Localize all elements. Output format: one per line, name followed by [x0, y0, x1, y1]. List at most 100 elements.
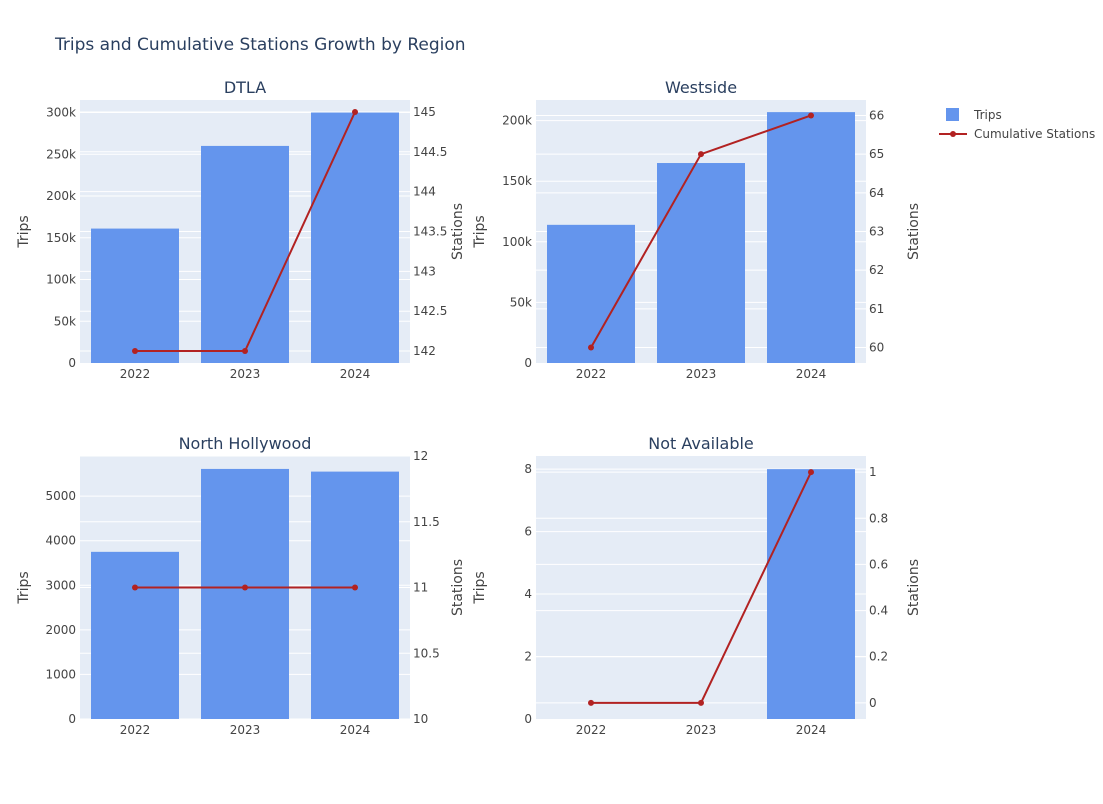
y2-tick-label: 0.2	[869, 650, 888, 664]
y2-tick-label: 11	[413, 581, 428, 595]
y-tick-label: 0	[68, 712, 76, 726]
legend-trips-swatch	[946, 108, 959, 121]
y2-tick-label: 60	[869, 341, 884, 355]
x-tick-label: 2022	[120, 723, 151, 737]
y-tick-label: 6	[524, 525, 532, 539]
y2-tick-label: 143.5	[413, 225, 447, 239]
y2-tick-label: 144	[413, 185, 436, 199]
bar	[201, 145, 289, 363]
legend[interactable]: Trips Cumulative Stations	[939, 108, 1095, 141]
legend-trips-label: Trips	[973, 108, 1002, 122]
y2-tick-label: 1	[869, 465, 877, 479]
y2-tick-label: 144.5	[413, 145, 447, 159]
y-tick-label: 1000	[45, 667, 76, 681]
y2-tick-label: 10	[413, 712, 428, 726]
x-tick-label: 2023	[686, 723, 717, 737]
subplot-4: 0 2 4 6 8 0 0.2 0.4 0.6 0.8 1 2022 2023 2024 Not Avail…	[472, 434, 922, 737]
y2-tick-label: 0.8	[869, 511, 888, 525]
y2-axis-title: Stations	[906, 559, 922, 616]
y2-tick-label: 145	[413, 105, 436, 119]
y-tick-label: 300k	[46, 106, 76, 120]
stations-marker	[588, 699, 594, 706]
y2-tick-label: 0.4	[869, 604, 888, 618]
stations-marker	[808, 469, 814, 476]
y-tick-label: 100k	[46, 273, 76, 287]
y-axis-title: Trips	[16, 571, 32, 604]
y-tick-label: 200k	[46, 189, 76, 203]
y2-tick-label: 12	[413, 449, 428, 463]
x-tick-label: 2023	[230, 367, 261, 381]
y2-tick-label: 64	[869, 186, 884, 200]
y2-tick-label: 142.5	[413, 304, 447, 318]
y-tick-label: 0	[68, 356, 76, 370]
y-tick-label: 150k	[502, 174, 532, 188]
bar	[767, 469, 855, 719]
stations-marker	[242, 348, 248, 355]
x-tick-label: 2022	[576, 723, 607, 737]
x-tick-label: 2024	[340, 367, 371, 381]
y2-tick-label: 63	[869, 225, 884, 239]
x-tick-label: 2024	[340, 723, 371, 737]
x-tick-label: 2023	[686, 367, 717, 381]
y2-tick-label: 0.6	[869, 557, 888, 571]
y-tick-label: 4000	[45, 534, 76, 548]
stations-marker	[698, 151, 704, 158]
chart-title: Trips and Cumulative Stations Growth by …	[54, 35, 466, 55]
bar	[547, 224, 635, 363]
stations-marker	[808, 112, 814, 119]
y2-tick-label: 0	[869, 696, 877, 710]
stations-marker	[352, 584, 358, 591]
y2-tick-label: 62	[869, 263, 884, 277]
x-tick-label: 2024	[796, 723, 827, 737]
y2-tick-label: 10.5	[413, 646, 440, 660]
stations-marker	[242, 584, 248, 591]
stations-marker	[132, 584, 138, 591]
subplots: 050k100k150k200k250k300k142142.5143143.5…	[16, 78, 922, 737]
bar	[91, 551, 179, 719]
y-axis-title: Trips	[472, 571, 488, 604]
y2-axis-title: Stations	[906, 203, 922, 260]
y-tick-label: 4	[524, 587, 532, 601]
subplot-title: Not Available	[648, 434, 754, 453]
stations-marker	[588, 344, 594, 351]
y-tick-label: 3000	[45, 578, 76, 592]
subplot-title: DTLA	[224, 78, 266, 97]
y-tick-label: 0	[524, 356, 532, 370]
legend-stations-label: Cumulative Stations	[974, 127, 1095, 141]
subplot-2: 0 50k 100k 150k 200k 60 61 62 63 64 65 66 2022 2023 20…	[472, 78, 922, 381]
legend-stations-swatch-marker	[950, 131, 956, 137]
bar	[767, 112, 855, 363]
y2-tick-label: 143	[413, 264, 436, 278]
x-tick-label: 2022	[120, 367, 151, 381]
y-tick-label: 250k	[46, 147, 76, 161]
y2-tick-label: 142	[413, 344, 436, 358]
y2-tick-label: 65	[869, 147, 884, 161]
subplot-3: 0 1000 2000 3000 4000 5000 10 10.5 11 11.5 12 2022 2…	[16, 434, 466, 737]
subplot-title: North Hollywood	[179, 434, 312, 453]
y-tick-label: 0	[524, 712, 532, 726]
stations-marker	[352, 108, 358, 115]
stations-marker	[698, 699, 704, 706]
bar	[311, 471, 399, 719]
bar	[657, 163, 745, 363]
bar	[311, 112, 399, 364]
subplot-1: 0 50k 100k 150k 200k 250k 300k 142 142.5 143 143.5…	[16, 78, 466, 381]
y-tick-label: 5000	[45, 489, 76, 503]
y-axis-title: Trips	[16, 215, 32, 248]
y-axis-title: Trips	[472, 215, 488, 248]
x-tick-label: 2024	[796, 367, 827, 381]
y2-axis-title: Stations	[450, 559, 466, 616]
y-tick-label: 150k	[46, 231, 76, 245]
subplot-title: Westside	[665, 78, 737, 97]
y2-tick-label: 61	[869, 302, 884, 316]
y-tick-label: 2	[524, 650, 532, 664]
x-tick-label: 2022	[576, 367, 607, 381]
stations-marker	[132, 348, 138, 355]
y2-axis-title: Stations	[450, 203, 466, 260]
bar	[91, 228, 179, 363]
y2-tick-label: 66	[869, 108, 884, 122]
y2-tick-label: 11.5	[413, 515, 440, 529]
y-tick-label: 100k	[502, 235, 532, 249]
